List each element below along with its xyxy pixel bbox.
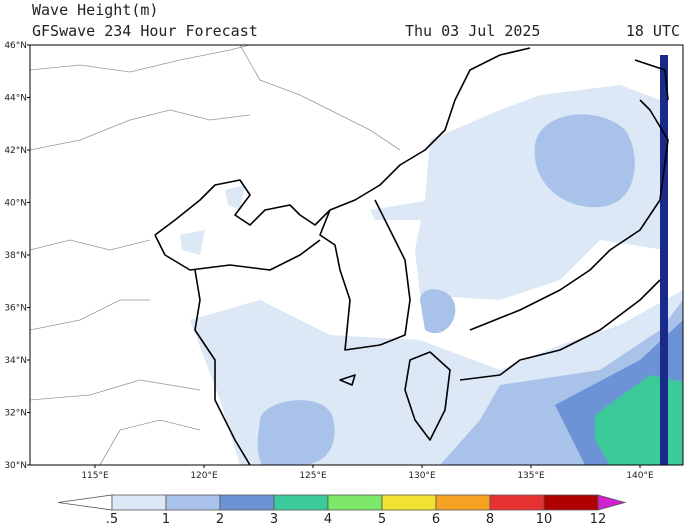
coastline (154, 47, 669, 465)
colorbar-box (381, 494, 437, 511)
lat-label: 36°N (4, 304, 27, 314)
colorbar-box (165, 494, 221, 511)
lat-label: 46°N (4, 41, 27, 51)
lon-label: 135°E (517, 471, 545, 481)
lon-label: 125°E (299, 471, 327, 481)
colorbar-label: 5 (378, 512, 386, 525)
lat-label: 32°N (4, 409, 27, 419)
lat-label: 40°N (4, 199, 27, 209)
colorbar-box (327, 494, 383, 511)
colorbar-box (219, 494, 275, 511)
edge-strip (660, 55, 668, 465)
lat-label: 34°N (4, 356, 27, 366)
lat-label: 38°N (4, 251, 27, 261)
colorbar-label: 2 (216, 512, 224, 525)
colorbar: .5 1 2 3 4 5 6 8 10 12 (57, 494, 627, 525)
colorbar-box (435, 494, 491, 511)
lat-label: 42°N (4, 146, 27, 156)
lat-label: 44°N (4, 94, 27, 104)
date: Thu 03 Jul 2025 (405, 22, 540, 40)
colorbar-box (489, 494, 545, 511)
colorbar-box (543, 494, 599, 511)
colorbar-upper (597, 494, 627, 511)
lon-label: 115°E (81, 471, 109, 481)
wave-region-medium (257, 114, 683, 465)
lon-label: 140°E (626, 471, 654, 481)
colorbar-box (273, 494, 329, 511)
colorbar-label: 12 (590, 512, 607, 525)
colorbar-label: 3 (270, 512, 278, 525)
colorbar-label: 4 (324, 512, 332, 525)
borders (30, 45, 401, 465)
colorbar-label: 6 (432, 512, 440, 525)
colorbar-label: 1 (162, 512, 170, 525)
map: 30°N 32°N 34°N 36°N 38°N 40°N 42°N 44°N 46°N 115°… (4, 41, 684, 481)
title: Wave Height(m) (32, 1, 158, 19)
colorbar-box (111, 494, 167, 511)
colorbar-lower (57, 494, 113, 511)
lon-label: 130°E (408, 471, 436, 481)
time: 18 UTC (626, 22, 680, 40)
colorbar-label: .5 (106, 512, 118, 525)
lat-label: 30°N (4, 461, 27, 471)
colorbar-label: 10 (536, 512, 553, 525)
subtitle: GFSwave 234 Hour Forecast (32, 22, 258, 40)
lon-label: 120°E (190, 471, 218, 481)
colorbar-label: 8 (486, 512, 494, 525)
